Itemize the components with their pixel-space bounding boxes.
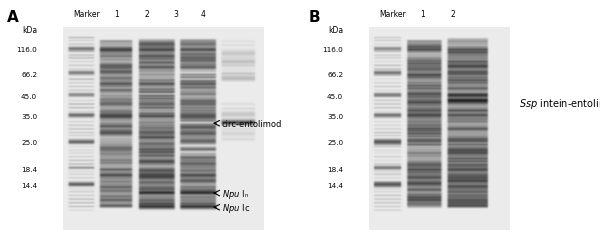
Text: 116.0: 116.0 (16, 47, 37, 53)
Text: 1: 1 (115, 10, 119, 19)
Text: 2: 2 (451, 10, 455, 19)
Text: 2: 2 (145, 10, 149, 19)
Text: 45.0: 45.0 (21, 93, 37, 100)
Text: kDa: kDa (328, 26, 343, 35)
Text: Marker: Marker (380, 10, 406, 19)
Text: 1: 1 (421, 10, 425, 19)
Text: 25.0: 25.0 (21, 140, 37, 146)
Text: 25.0: 25.0 (327, 140, 343, 146)
Text: 3: 3 (173, 10, 178, 19)
Text: $\it{Npu}$ Iᴄ: $\it{Npu}$ Iᴄ (222, 201, 250, 214)
Text: $\it{Ssp}$ intein-entolimod: $\it{Ssp}$ intein-entolimod (519, 96, 600, 110)
Text: circ-entolimod: circ-entolimod (222, 119, 283, 128)
Text: 35.0: 35.0 (327, 114, 343, 120)
Text: 18.4: 18.4 (327, 166, 343, 172)
Text: 66.2: 66.2 (327, 71, 343, 77)
Text: 66.2: 66.2 (21, 71, 37, 77)
Text: 14.4: 14.4 (327, 182, 343, 188)
Text: 116.0: 116.0 (322, 47, 343, 53)
Text: $\it{Npu}$ Iₙ: $\it{Npu}$ Iₙ (222, 187, 249, 200)
Text: 35.0: 35.0 (21, 114, 37, 120)
Text: A: A (7, 10, 19, 25)
Text: Marker: Marker (74, 10, 100, 19)
Text: 4: 4 (200, 10, 205, 19)
Text: 14.4: 14.4 (21, 182, 37, 188)
Text: B: B (309, 10, 320, 25)
Text: 18.4: 18.4 (21, 166, 37, 172)
Text: kDa: kDa (22, 26, 37, 35)
Text: 45.0: 45.0 (327, 93, 343, 100)
